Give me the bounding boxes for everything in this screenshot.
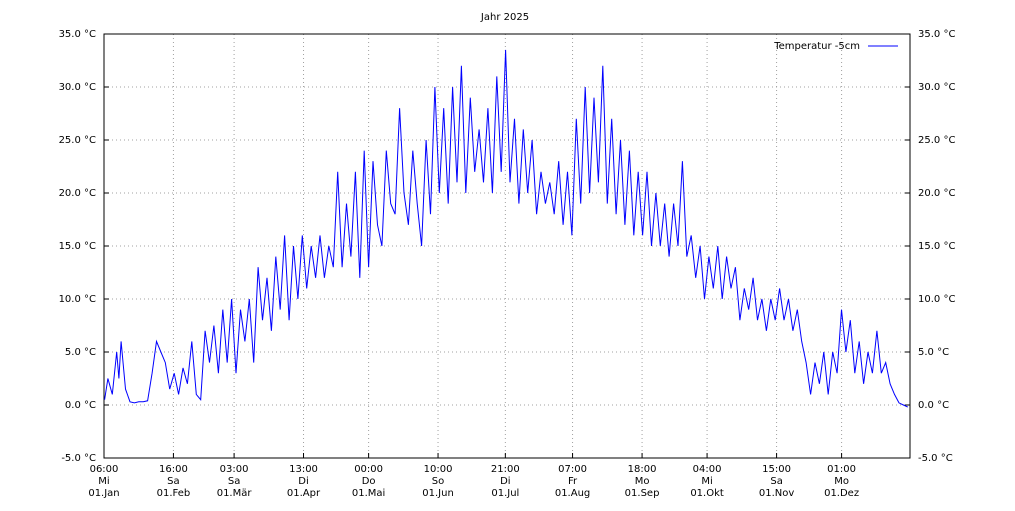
x-tick-label: 01.Dez: [824, 488, 859, 499]
y2-tick-label: 0.0 °C: [918, 400, 949, 411]
y2-tick-label: -5.0 °C: [918, 453, 953, 464]
x-tick-label: 01.Nov: [759, 488, 795, 499]
x-tick-label: 01.Aug: [555, 488, 590, 499]
x-tick-label: 13:00: [289, 464, 318, 475]
plot-frame: [103, 33, 911, 459]
x-tick-label: 06:00: [90, 464, 119, 475]
x-tick-label: 01.Jul: [491, 488, 519, 499]
y-tick-label: 20.0 °C: [59, 188, 96, 199]
y2-tick-label: 15.0 °C: [918, 241, 955, 252]
x-tick-label: 07:00: [558, 464, 587, 475]
y-tick-label: 15.0 °C: [59, 241, 96, 252]
x-tick-label: 01.Okt: [690, 488, 724, 499]
y2-tick-label: 30.0 °C: [918, 82, 955, 93]
x-tick-label: 01.Jun: [422, 488, 454, 499]
data-line: [104, 49, 909, 408]
x-tick-label: Mo: [834, 476, 849, 487]
y-tick-label: 10.0 °C: [59, 294, 96, 305]
x-tick-label: 00:00: [354, 464, 383, 475]
x-tick-label: Mi: [98, 476, 109, 487]
y-tick-label: -5.0 °C: [61, 453, 96, 464]
x-tick-label: 16:00: [159, 464, 188, 475]
x-tick-label: 01.Apr: [287, 488, 321, 499]
x-tick-label: 01.Feb: [157, 488, 191, 499]
x-tick-label: Do: [362, 476, 376, 487]
y2-tick-label: 10.0 °C: [918, 294, 955, 305]
x-tick-label: 03:00: [220, 464, 249, 475]
x-tick-label: Fr: [568, 476, 578, 487]
x-tick-label: 01:00: [827, 464, 856, 475]
x-tick-label: Mo: [635, 476, 650, 487]
chart-title: Jahr 2025: [480, 12, 529, 23]
x-tick-label: 21:00: [491, 464, 520, 475]
x-tick-label: 01.Mai: [352, 488, 385, 499]
x-tick-label: Sa: [228, 476, 240, 487]
x-tick-label: Sa: [167, 476, 179, 487]
y-tick-label: 30.0 °C: [59, 82, 96, 93]
x-tick-label: Mi: [701, 476, 712, 487]
y-tick-label: 35.0 °C: [59, 29, 96, 40]
y-tick-label: 0.0 °C: [65, 400, 96, 411]
x-tick-label: 15:00: [762, 464, 791, 475]
x-tick-label: 01.Jan: [88, 488, 119, 499]
x-tick-label: 04:00: [693, 464, 722, 475]
x-tick-label: 18:00: [628, 464, 657, 475]
y2-tick-label: 5.0 °C: [918, 347, 949, 358]
y2-tick-label: 20.0 °C: [918, 188, 955, 199]
y-tick-label: 25.0 °C: [59, 135, 96, 146]
x-tick-label: Sa: [770, 476, 782, 487]
x-tick-label: Di: [298, 476, 308, 487]
legend-label: Temperatur -5cm: [773, 41, 860, 52]
x-tick-label: 01.Sep: [625, 488, 660, 499]
x-tick-label: 01.Mär: [217, 488, 253, 499]
x-tick-label: Di: [500, 476, 510, 487]
y-tick-label: 5.0 °C: [65, 347, 96, 358]
y2-tick-label: 25.0 °C: [918, 135, 955, 146]
y2-tick-label: 35.0 °C: [918, 29, 955, 40]
x-tick-label: So: [432, 476, 444, 487]
x-tick-label: 10:00: [424, 464, 453, 475]
